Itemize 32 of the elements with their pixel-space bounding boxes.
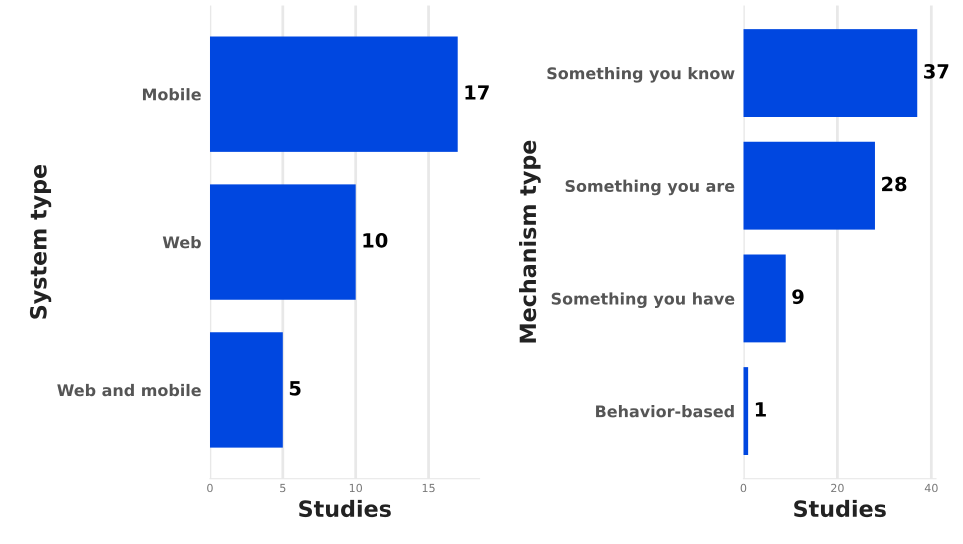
y-axis-title: Mechanism type (519, 140, 541, 342)
x-tick-label: 15 (422, 484, 435, 492)
bar (743, 367, 748, 456)
y-tick-label: Web (162, 236, 201, 248)
data-label: 5 (290, 381, 301, 396)
data-label: 10 (363, 233, 388, 248)
data-label: 9 (792, 289, 804, 304)
x-tick-label: 0 (207, 484, 213, 492)
x-axis-title: Studies (299, 500, 391, 518)
x-tick-label: 10 (350, 484, 362, 492)
x-tick-label: 5 (280, 484, 286, 492)
bar (743, 142, 875, 230)
data-label: 28 (882, 176, 906, 192)
x-tick-label: 20 (831, 484, 844, 492)
bar (210, 184, 356, 300)
bar (743, 29, 918, 117)
bar (210, 332, 283, 448)
y-tick-label: Behavior-based (596, 405, 734, 418)
x-tick-label: 40 (924, 484, 938, 492)
y-tick-label: Something you are (566, 180, 734, 196)
x-axis-title: Studies (794, 500, 886, 518)
y-tick-label: Something you have (552, 292, 734, 308)
y-tick-label: Web and mobile (57, 384, 201, 396)
y-tick-label: Mobile (142, 88, 201, 100)
y-tick-label: Something you know (547, 66, 735, 83)
data-label: 17 (465, 85, 489, 100)
bar (743, 254, 786, 342)
data-label: 1 (756, 402, 766, 416)
y-axis-title: System type (30, 164, 52, 319)
x-tick-label: 0 (740, 484, 746, 492)
data-label: 37 (924, 64, 948, 79)
bar (210, 36, 458, 152)
